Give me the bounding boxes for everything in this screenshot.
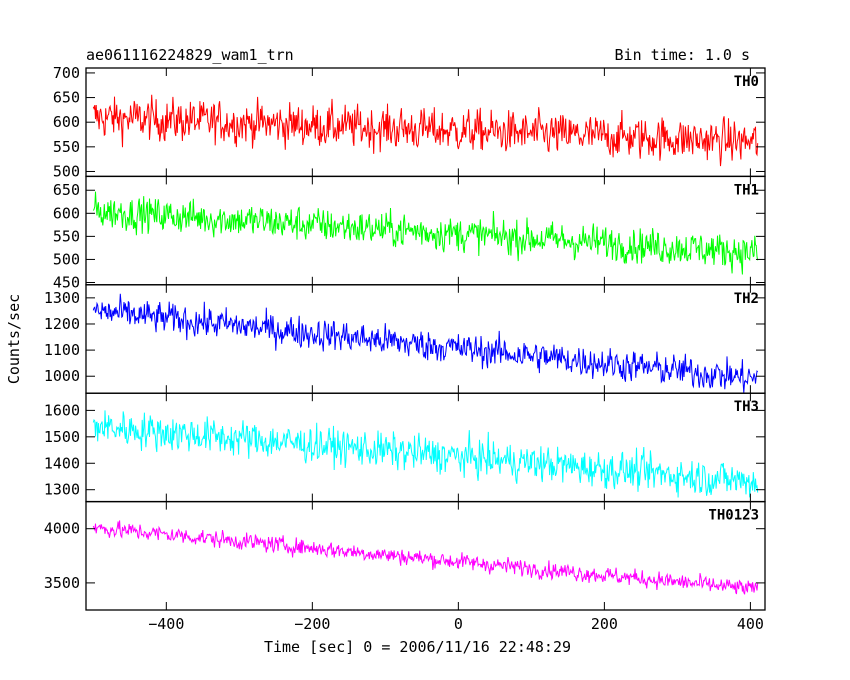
series-line-th3 [92,410,759,498]
series-line-th0123 [92,520,759,595]
y-tick-label: 550 [53,227,80,245]
series-label-th0: TH0 [734,74,759,90]
series-label-th3: TH3 [734,399,759,415]
y-tick-label: 450 [53,273,80,291]
x-axis-label: Time [sec] 0 = 2006/11/16 22:48:29 [264,638,571,656]
y-tick-label: 1000 [44,367,80,385]
y-tick-label: 550 [53,138,80,156]
y-tick-label: 500 [53,162,80,180]
y-tick-label: 1500 [44,428,80,446]
y-tick-label: 3500 [44,574,80,592]
y-tick-label: 4000 [44,520,80,538]
y-tick-label: 650 [53,89,80,107]
y-tick-label: 1300 [44,481,80,499]
y-tick-label: 500 [53,250,80,268]
y-tick-label: 1100 [44,341,80,359]
x-tick-label: 400 [737,615,764,633]
series-line-th0 [92,94,759,167]
x-tick-label: 0 [454,615,463,633]
y-tick-label: 650 [53,181,80,199]
y-axis-label: Counts/sec [5,294,23,384]
y-tick-label: 600 [53,113,80,131]
y-tick-label: 1400 [44,454,80,472]
bin-time-label: Bin time: 1.0 s [614,46,750,64]
panel-frame-th1 [85,175,766,286]
y-tick-label: 600 [53,204,80,222]
series-label-th2: TH2 [734,291,759,307]
series-line-th2 [92,293,759,393]
series-line-th1 [92,191,759,275]
series-label-th1: TH1 [734,182,759,198]
y-tick-label: 700 [53,64,80,82]
x-tick-label: −200 [294,615,330,633]
panel-frame-th0123 [85,500,766,611]
y-tick-label: 1300 [44,289,80,307]
x-tick-label: −400 [148,615,184,633]
chart-title: ae061116224829_wam1_trn [86,46,294,64]
x-tick-label: 200 [591,615,618,633]
y-tick-label: 1200 [44,315,80,333]
y-tick-label: 1600 [44,401,80,419]
series-label-th0123: TH0123 [708,508,759,524]
